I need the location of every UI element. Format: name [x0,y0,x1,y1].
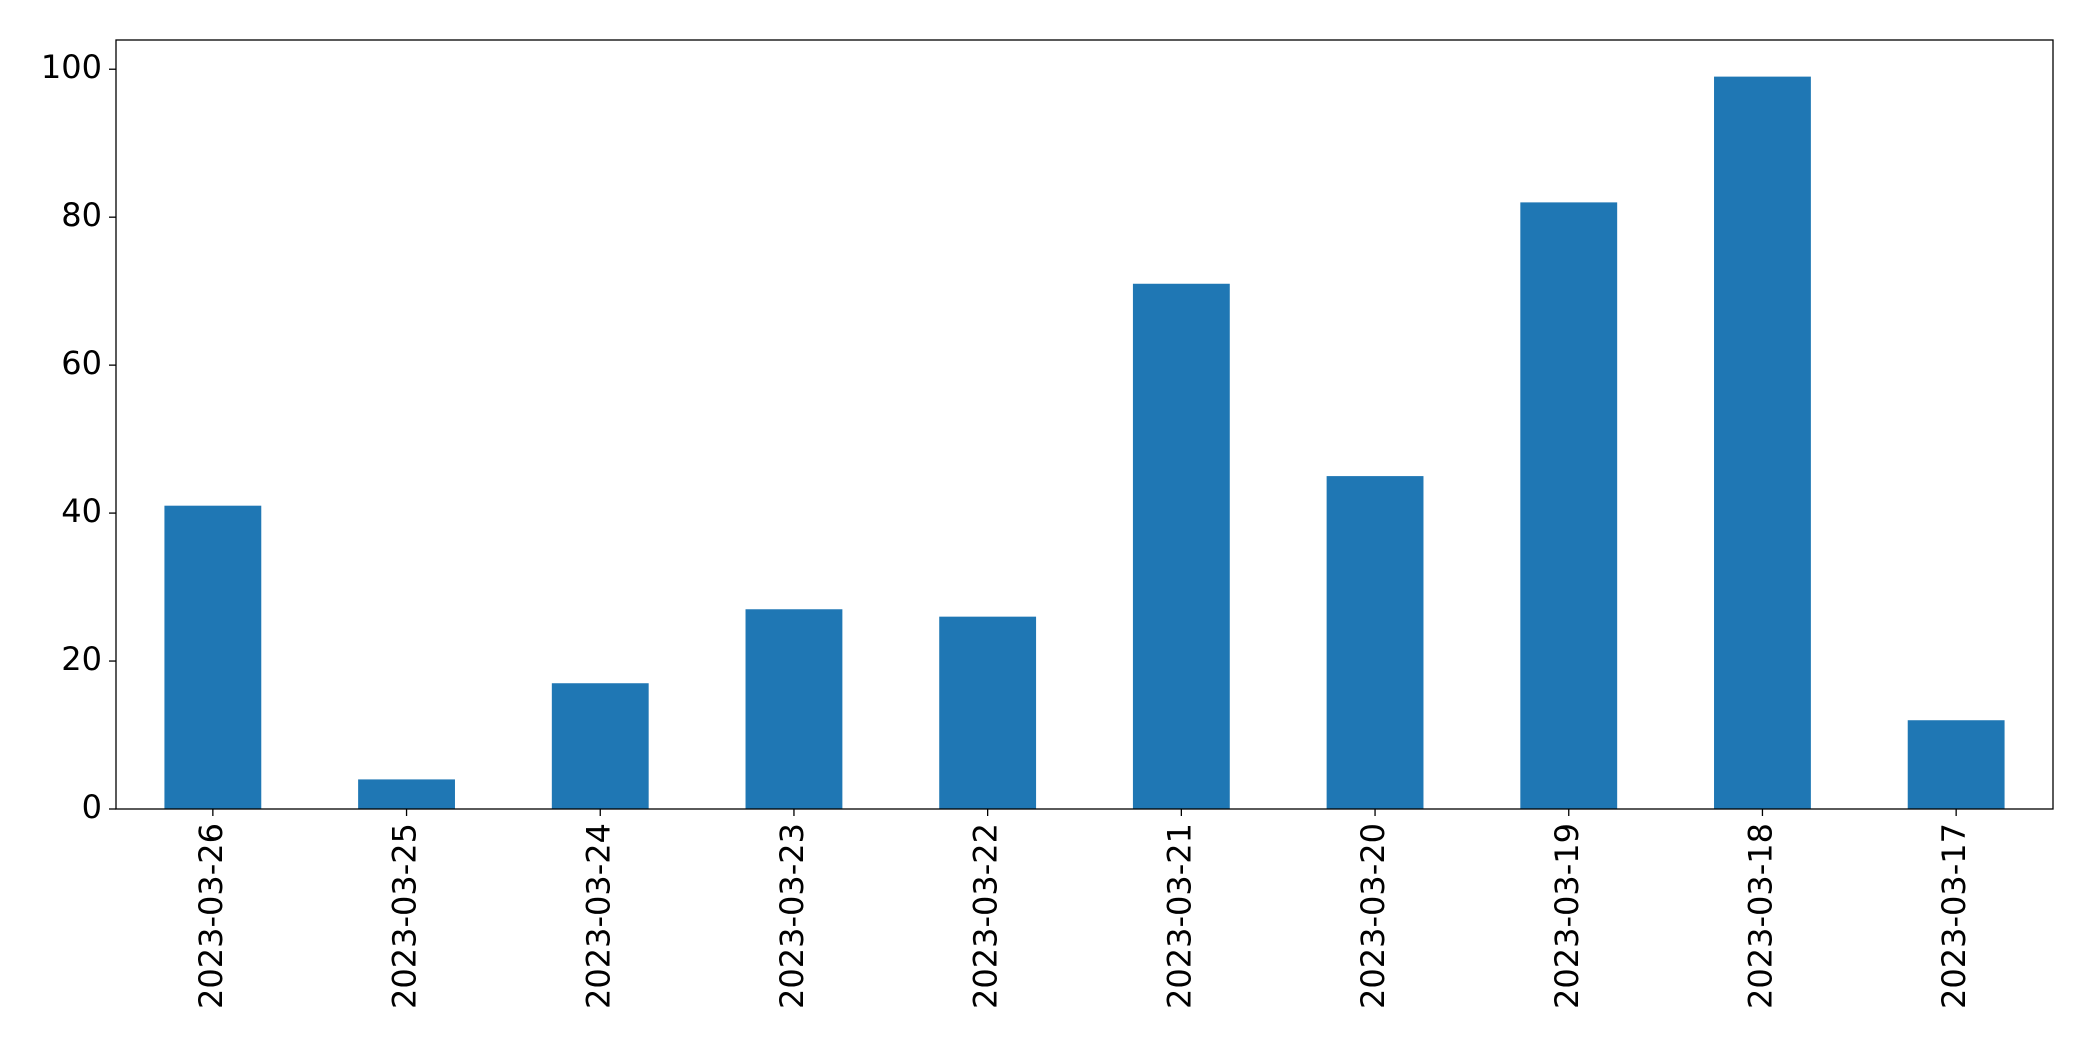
y-tick-label: 20 [61,640,102,678]
bar [1132,283,1230,809]
x-tick-label: 2023-03-21 [1160,823,1198,1009]
y-tick-label: 80 [61,196,102,234]
y-tick-label: 40 [61,492,102,530]
x-tick-label: 2023-03-26 [192,823,230,1009]
bar [164,505,262,809]
x-tick-label: 2023-03-24 [579,823,617,1009]
bar [358,779,455,809]
x-tick-label: 2023-03-20 [1354,823,1392,1009]
x-tick-label: 2023-03-25 [386,823,424,1009]
x-tick-label: 2023-03-19 [1548,823,1586,1009]
y-tick-label: 0 [82,788,102,826]
bar [1520,202,1618,809]
x-tick-label: 2023-03-17 [1935,823,1973,1009]
y-tick-label: 100 [41,48,102,86]
bar [939,616,1037,809]
y-tick-label: 60 [61,344,102,382]
bar [551,683,649,809]
bar [1326,476,1424,809]
x-tick-label: 2023-03-18 [1741,823,1779,1009]
x-tick-label: 2023-03-22 [967,823,1005,1009]
plot-frame [115,39,2054,810]
bar [1714,76,1811,810]
x-tick-label: 2023-03-23 [773,823,811,1009]
bar [745,609,843,809]
bar [1907,720,2005,809]
